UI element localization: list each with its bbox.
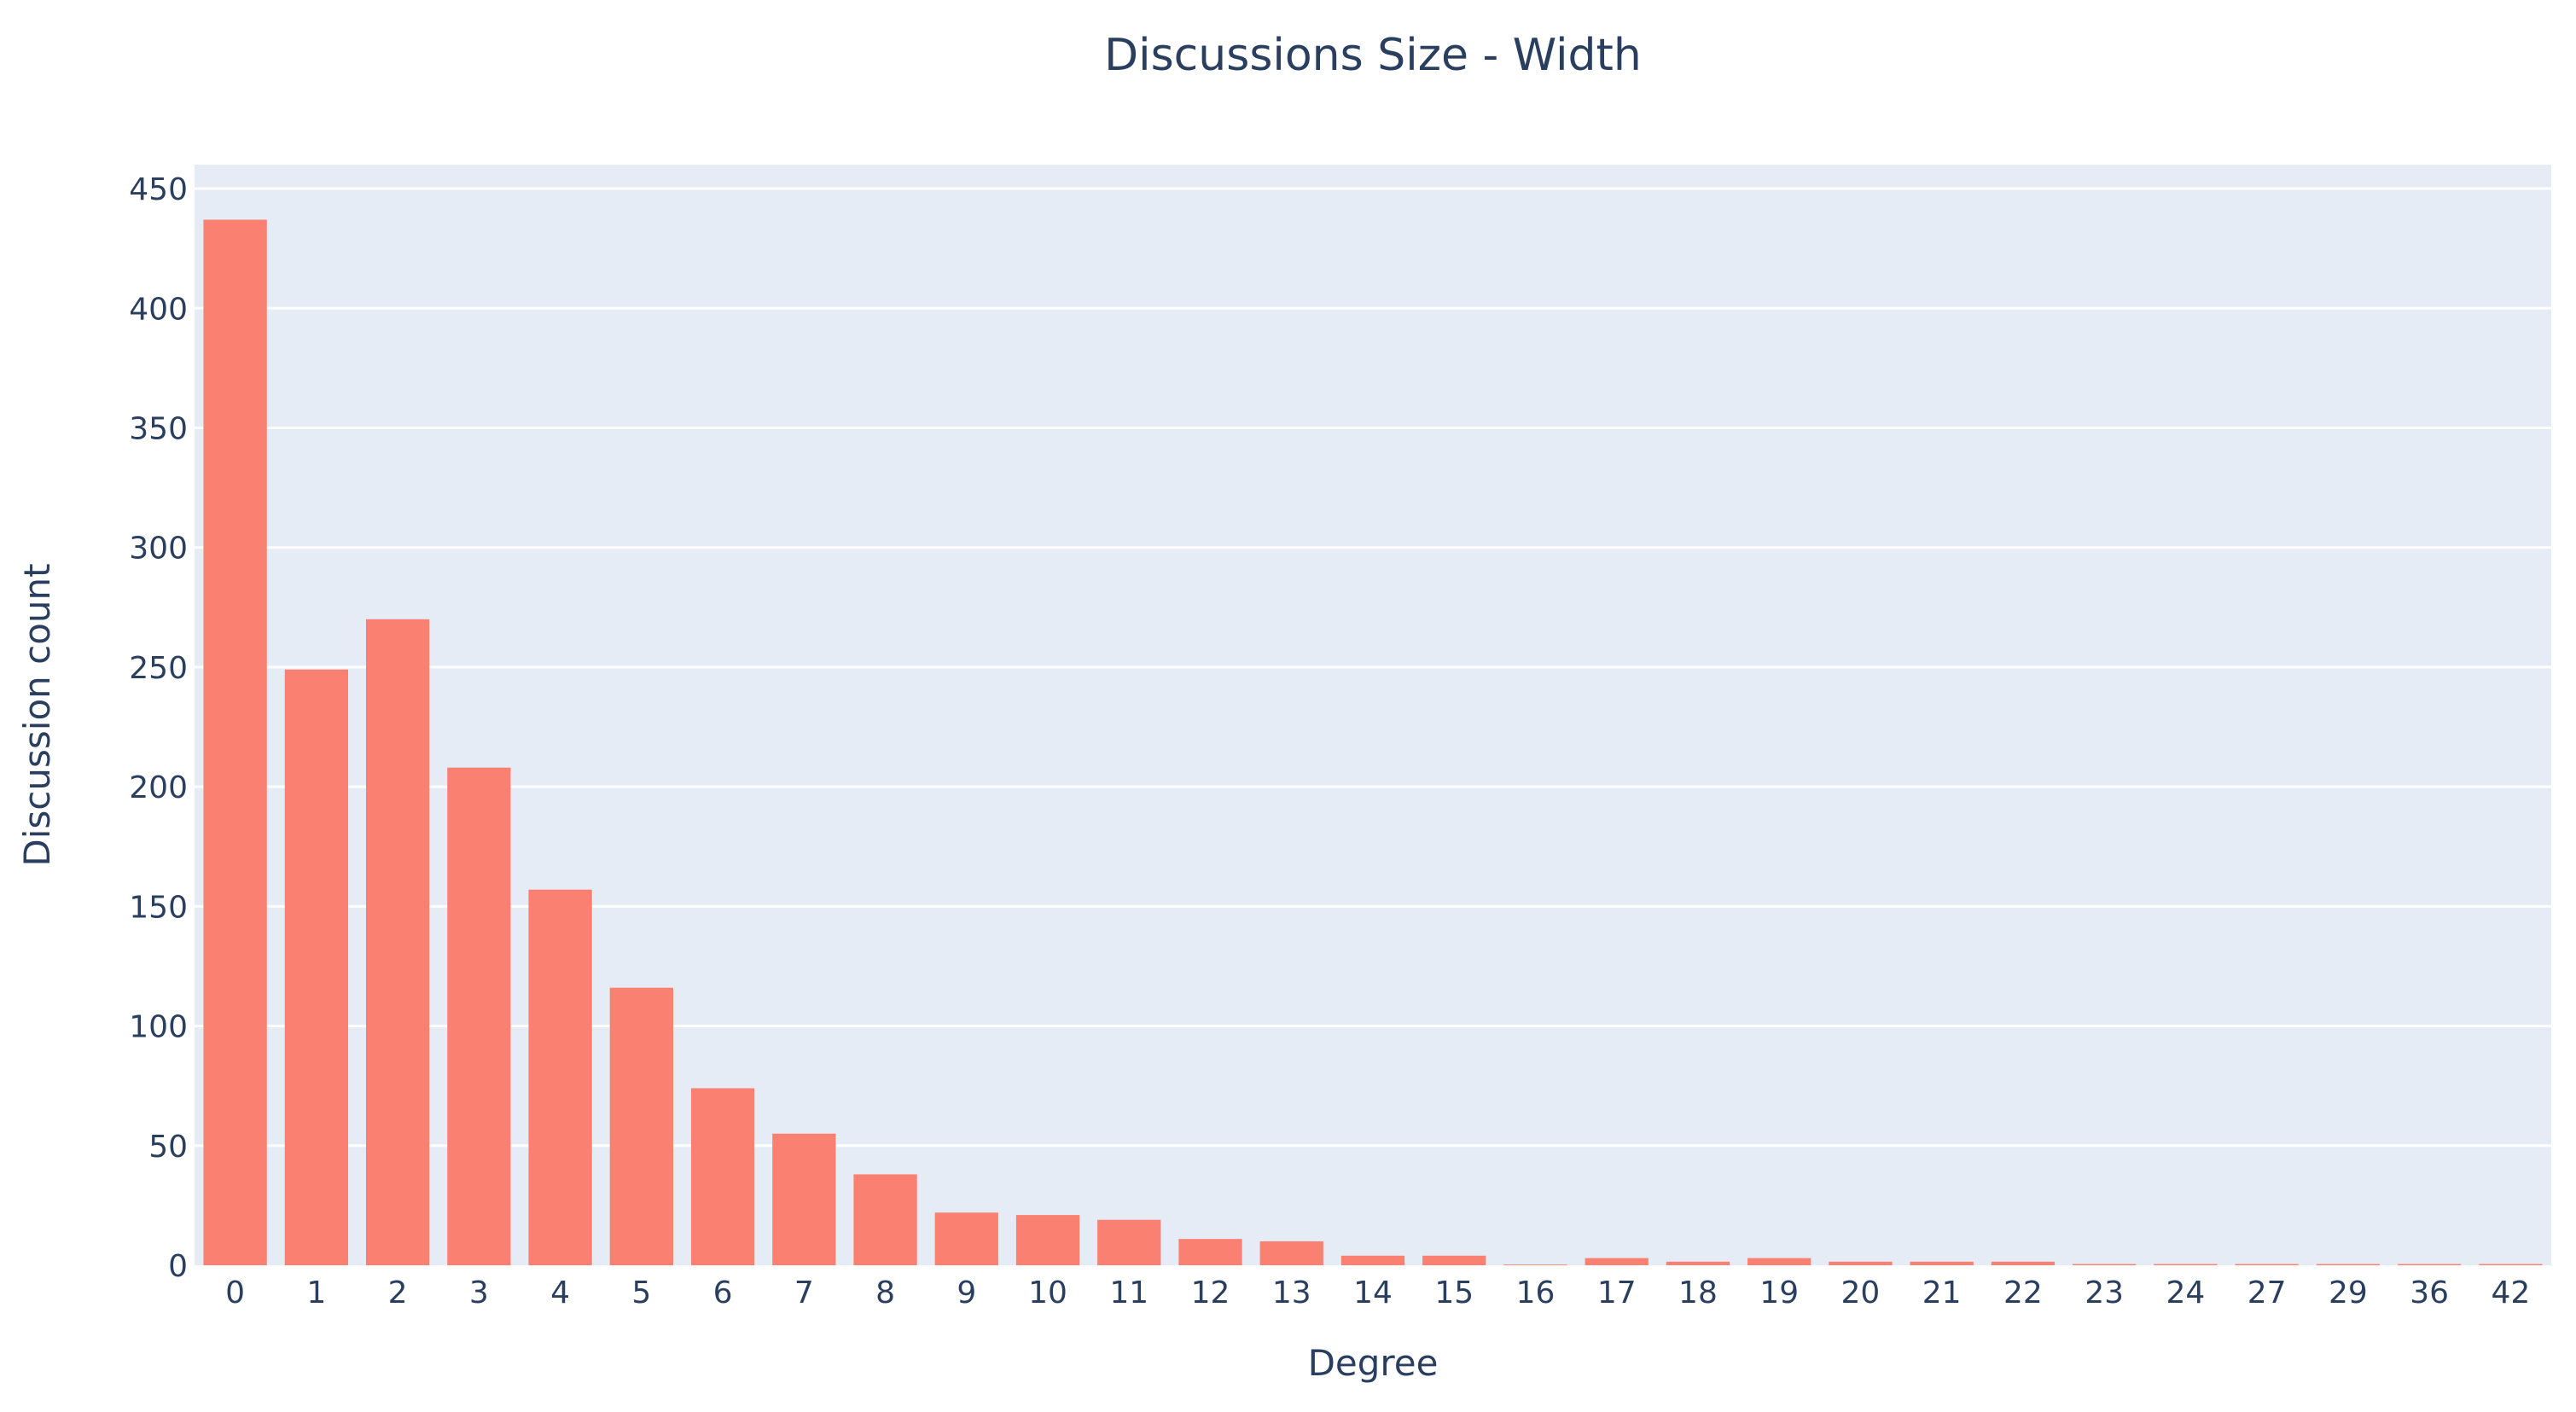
x-tick-label: 21: [1922, 1275, 1962, 1310]
y-tick-label: 300: [129, 532, 188, 567]
bar-2: [365, 619, 430, 1265]
bar-3: [447, 767, 511, 1265]
bar-20: [1829, 1261, 1893, 1265]
bar-27: [2235, 1264, 2299, 1265]
x-tick-label: 36: [2410, 1275, 2449, 1310]
x-tick-label: 13: [1272, 1275, 1311, 1310]
y-tick-label: 50: [148, 1130, 188, 1165]
bar-36: [2397, 1264, 2462, 1265]
x-tick-label: 7: [794, 1275, 814, 1310]
x-tick-label: 15: [1434, 1275, 1474, 1310]
x-tick-label: 14: [1353, 1275, 1393, 1310]
x-tick-label: 23: [2085, 1275, 2124, 1310]
x-tick-label: 3: [469, 1275, 489, 1310]
x-tick-label: 0: [225, 1275, 245, 1310]
x-tick-labels: 0 1 2 3 4 5 6 7 8 9 10 11 12 13 14 15 16 17 18 19 20 21 22 23 24…: [225, 1275, 2530, 1310]
bar-1: [284, 669, 349, 1265]
y-tick-label: 350: [129, 411, 188, 446]
y-tick-label: 450: [129, 172, 188, 207]
x-tick-label: 10: [1028, 1275, 1067, 1310]
bars: [203, 219, 2543, 1265]
x-tick-label: 22: [2003, 1275, 2043, 1310]
bar-8: [853, 1174, 917, 1265]
bar-0: [203, 219, 267, 1265]
bar-7: [772, 1133, 836, 1265]
x-tick-label: 6: [713, 1275, 733, 1310]
bar-22: [1991, 1261, 2056, 1265]
y-tick-label: 100: [129, 1010, 188, 1045]
x-tick-label: 18: [1678, 1275, 1718, 1310]
bar-29: [2316, 1264, 2381, 1265]
x-tick-label: 11: [1109, 1275, 1148, 1310]
bar-16: [1503, 1264, 1567, 1265]
x-tick-label: 42: [2491, 1275, 2530, 1310]
bar-14: [1340, 1255, 1405, 1265]
y-tick-label: 250: [129, 651, 188, 686]
bar-15: [1422, 1255, 1486, 1265]
bar-19: [1747, 1258, 1811, 1265]
bar-17: [1585, 1258, 1649, 1265]
y-tick-label: 0: [168, 1249, 188, 1284]
y-tick-labels: 0 50 100 150 200 250 300 350 400 450: [129, 172, 188, 1284]
bar-10: [1015, 1215, 1080, 1265]
gridlines: [195, 187, 2551, 1148]
x-tick-label: 2: [388, 1275, 408, 1310]
bar-24: [2154, 1264, 2218, 1265]
bar-12: [1178, 1239, 1242, 1265]
x-tick-label: 1: [306, 1275, 326, 1310]
chart-title: Discussions Size - Width: [1104, 30, 1642, 81]
x-tick-label: 20: [1841, 1275, 1881, 1310]
y-tick-label: 200: [129, 770, 188, 805]
bar-11: [1097, 1219, 1161, 1265]
x-tick-label: 9: [957, 1275, 976, 1310]
x-axis-label: Degree: [1308, 1342, 1439, 1384]
bar-9: [934, 1212, 998, 1265]
x-tick-label: 24: [2166, 1275, 2206, 1310]
x-tick-label: 27: [2247, 1275, 2287, 1310]
y-tick-label: 400: [129, 292, 188, 327]
bar-42: [2479, 1264, 2543, 1265]
bar-23: [2073, 1264, 2137, 1265]
y-tick-label: 150: [129, 890, 188, 925]
bar-5: [609, 987, 673, 1265]
x-tick-label: 4: [550, 1275, 570, 1310]
bar-4: [528, 889, 592, 1265]
x-tick-label: 17: [1597, 1275, 1637, 1310]
bar-6: [690, 1088, 755, 1265]
x-tick-label: 29: [2329, 1275, 2368, 1310]
y-axis-label: Discussion count: [16, 563, 58, 866]
x-tick-label: 19: [1759, 1275, 1799, 1310]
bar-21: [1910, 1261, 1974, 1265]
x-tick-label: 16: [1516, 1275, 1555, 1310]
bar-18: [1666, 1261, 1730, 1265]
x-tick-label: 8: [875, 1275, 895, 1310]
bar-13: [1259, 1241, 1323, 1265]
x-tick-label: 12: [1191, 1275, 1230, 1310]
x-tick-label: 5: [631, 1275, 651, 1310]
